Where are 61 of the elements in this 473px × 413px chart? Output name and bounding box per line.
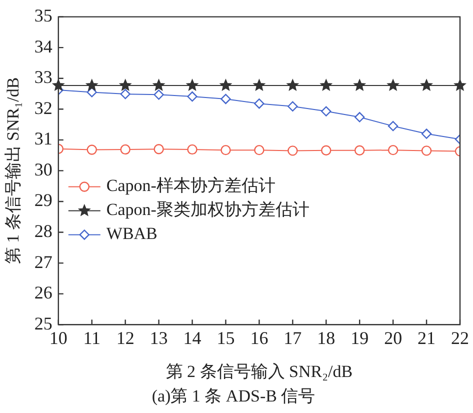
y-axis-title: 第 1 条信号输出 SNR₁/dB	[4, 77, 23, 264]
x-tick-label: 15	[216, 328, 235, 348]
point	[286, 79, 298, 90]
y-tick-label: 30	[34, 159, 52, 180]
x-axis-title: 第 2 条信号输入 SNR₂/dB	[166, 362, 353, 381]
x-tick-label: 17	[284, 328, 302, 348]
text: (a)第 1 条 ADS-B 信号	[152, 386, 316, 406]
point	[421, 146, 432, 156]
point	[354, 79, 366, 90]
point	[288, 146, 298, 156]
x-tick-label: 12	[116, 328, 134, 348]
point	[321, 145, 332, 156]
x-tick-label: 21	[418, 328, 436, 348]
point	[420, 79, 432, 90]
y-tick-label: 32	[34, 98, 52, 118]
point	[254, 144, 264, 156]
point	[154, 144, 164, 154]
x-tick-label: 13	[150, 328, 168, 348]
point	[120, 79, 132, 90]
point	[388, 120, 398, 132]
point	[86, 79, 98, 90]
point	[86, 87, 97, 98]
y-tick-label: 31	[34, 128, 52, 149]
x-tick-label: 20	[384, 328, 402, 348]
point	[154, 90, 164, 100]
y-tick-label: 34	[34, 36, 52, 56]
x-tick-label: 16	[250, 328, 268, 348]
point	[387, 79, 399, 90]
y-tick-label: 33	[34, 67, 52, 88]
point	[187, 144, 198, 155]
point	[187, 91, 198, 102]
point	[354, 145, 365, 156]
y-tick-label: 28	[34, 220, 52, 241]
point	[388, 144, 398, 156]
point	[153, 79, 165, 90]
y-tick-label: 27	[34, 252, 52, 272]
point	[421, 128, 432, 139]
point	[120, 144, 130, 155]
point	[220, 79, 232, 90]
x-tick-label: 18	[317, 328, 336, 348]
x-tick-label: 22	[451, 328, 469, 348]
legend-label: Capon-聚类加权协方差估计	[106, 200, 310, 220]
point	[186, 79, 198, 90]
legend-label: Capon-样本协方差估计	[106, 176, 276, 196]
x-tick-label: 11	[83, 328, 101, 348]
point	[288, 101, 298, 112]
point	[254, 98, 264, 109]
point	[220, 94, 231, 104]
point	[220, 144, 231, 156]
x-tick-label: 14	[183, 328, 202, 348]
y-tick-label: 35	[34, 6, 52, 26]
y-tick-label: 26	[34, 282, 52, 303]
point	[120, 88, 130, 100]
x-tick-label: 19	[350, 328, 369, 348]
point	[354, 112, 365, 122]
point	[86, 144, 97, 155]
y-tick-label: 29	[34, 190, 52, 210]
point	[321, 106, 332, 116]
point	[320, 79, 332, 90]
point	[253, 79, 265, 90]
legend-label: WBAB	[106, 224, 158, 244]
